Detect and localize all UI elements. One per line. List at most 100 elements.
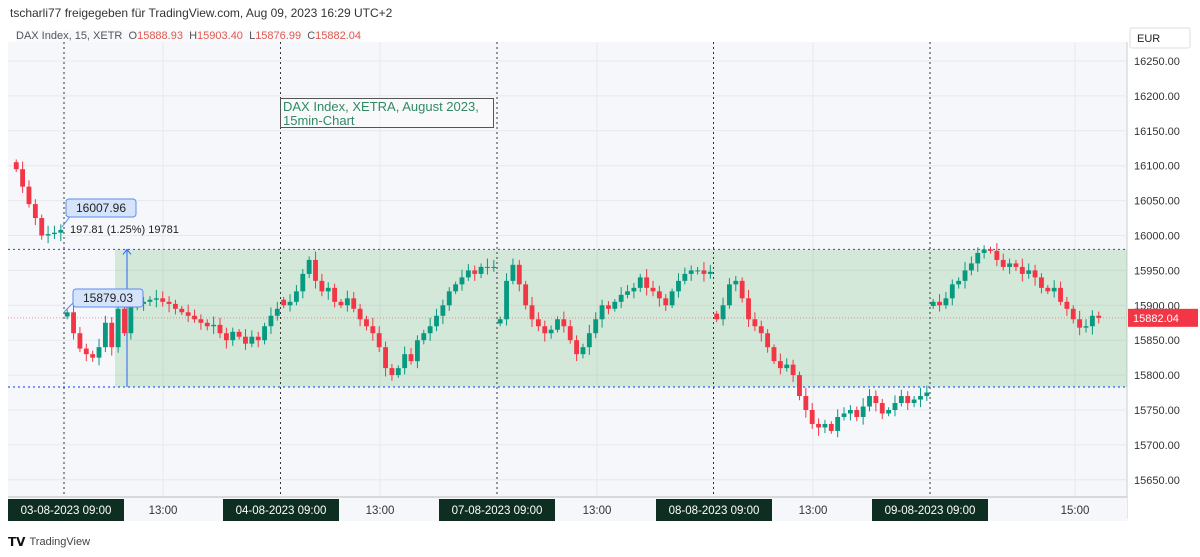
candle-body	[905, 396, 911, 404]
x-tick-label: 13:00	[149, 505, 178, 517]
candle-body	[287, 301, 293, 306]
candle-body	[485, 266, 490, 268]
candle-body	[682, 273, 688, 281]
top-price-callout-text: 16007.96	[76, 201, 126, 215]
candle-body	[625, 291, 630, 295]
candle-body	[26, 186, 32, 205]
candle-body	[586, 333, 592, 348]
candle-body	[83, 348, 89, 355]
candle-body	[102, 322, 108, 348]
candle-body	[847, 410, 853, 414]
candle-body	[765, 333, 771, 348]
candle-body	[109, 322, 115, 348]
candle-body	[179, 308, 185, 313]
candle-body	[593, 319, 599, 334]
candle-body	[185, 312, 191, 316]
candle-body	[739, 280, 745, 299]
candle-body	[637, 277, 643, 288]
y-tick-label: 16200.00	[1134, 91, 1180, 103]
candle-body	[676, 280, 681, 292]
candle-body	[746, 298, 751, 320]
chart-annotation[interactable]: DAX Index, XETRA, August 2023, 15min-Char…	[280, 98, 494, 128]
y-tick-label: 15800.00	[1134, 370, 1180, 382]
candle-body	[1019, 266, 1025, 274]
x-tick-label: 15:00	[1061, 505, 1090, 517]
candle-body	[797, 375, 802, 397]
candle-body	[688, 270, 694, 274]
close-value: 15882.04	[315, 30, 362, 42]
candle-body	[1026, 270, 1032, 274]
candle-body	[854, 410, 860, 417]
candle-body	[230, 331, 236, 341]
candle-body	[39, 218, 45, 236]
high-value: 15903.40	[197, 30, 243, 42]
date-label-bg	[439, 499, 555, 521]
candle-body	[249, 336, 255, 344]
x-tick-label: 07-08-2023 09:00	[452, 505, 543, 517]
candle-body	[478, 266, 484, 274]
candle-body	[71, 312, 76, 334]
y-tick-label: 15750.00	[1134, 405, 1180, 417]
annotation-line2: 15min-Chart	[283, 113, 355, 128]
candle-body	[828, 423, 834, 431]
y-tick-label: 15650.00	[1134, 475, 1180, 487]
candle-body	[1083, 326, 1089, 328]
price-chart[interactable]: 16250.00 16200.00 16150.00 16100.00 16050.00…	[0, 20, 1200, 530]
date-label-bg	[656, 499, 772, 521]
y-tick-label: 15850.00	[1134, 335, 1180, 347]
candle-body	[293, 291, 299, 302]
candle-body	[650, 287, 656, 292]
candle-body	[988, 249, 993, 251]
candle-body	[606, 305, 611, 309]
candle-body	[822, 423, 828, 428]
x-tick-label: 03-08-2023 09:00	[21, 505, 112, 517]
candle-body	[344, 298, 350, 306]
y-tick-label: 15700.00	[1134, 440, 1180, 452]
candle-body	[364, 319, 369, 327]
candle-body	[937, 301, 942, 306]
candle-body	[173, 303, 178, 309]
candle-body	[758, 326, 764, 334]
candle-body	[332, 287, 338, 302]
top-price-callout	[65, 198, 137, 218]
candle-body	[325, 287, 331, 292]
candle-body	[567, 326, 573, 341]
candle-body	[784, 364, 790, 369]
candle-body	[255, 336, 261, 341]
candle-body	[510, 264, 516, 281]
candle-body	[714, 313, 720, 320]
date-label-bg	[223, 499, 339, 521]
candle-body	[58, 229, 64, 233]
candle-body	[45, 234, 51, 236]
x-tick-label: 08-08-2023 09:00	[669, 505, 760, 517]
brand-name: TradingView	[29, 536, 91, 548]
currency-button	[1129, 27, 1191, 49]
candle-body	[128, 306, 134, 334]
candle-body	[402, 354, 408, 369]
candle-body	[147, 299, 153, 302]
candle-body	[115, 308, 121, 348]
candle-body	[64, 312, 70, 317]
currency-label: EUR	[1137, 33, 1160, 45]
candle-body	[599, 305, 605, 320]
annotation-line1: DAX Index, XETRA, August 2023,	[283, 99, 479, 114]
y-tick-label: 16100.00	[1134, 161, 1180, 173]
candle-body	[236, 331, 242, 337]
plot-background	[8, 42, 1127, 497]
y-tick-label: 16250.00	[1134, 56, 1180, 68]
candle-body	[771, 347, 777, 362]
candle-body	[204, 322, 210, 327]
candle-body	[1007, 263, 1013, 267]
close-label: C	[307, 30, 316, 42]
candle-body	[389, 368, 395, 376]
candle-body	[32, 204, 38, 219]
candle-body	[918, 396, 923, 400]
candle-body	[669, 291, 675, 306]
candle-body	[873, 396, 879, 404]
candle-body	[211, 324, 217, 327]
candle-body	[1077, 319, 1083, 328]
candle-body	[300, 273, 306, 292]
candle-body	[701, 270, 707, 274]
candle-body	[1039, 277, 1044, 288]
tradingview-logo: 𝗧𝗩 TradingView	[8, 535, 90, 549]
